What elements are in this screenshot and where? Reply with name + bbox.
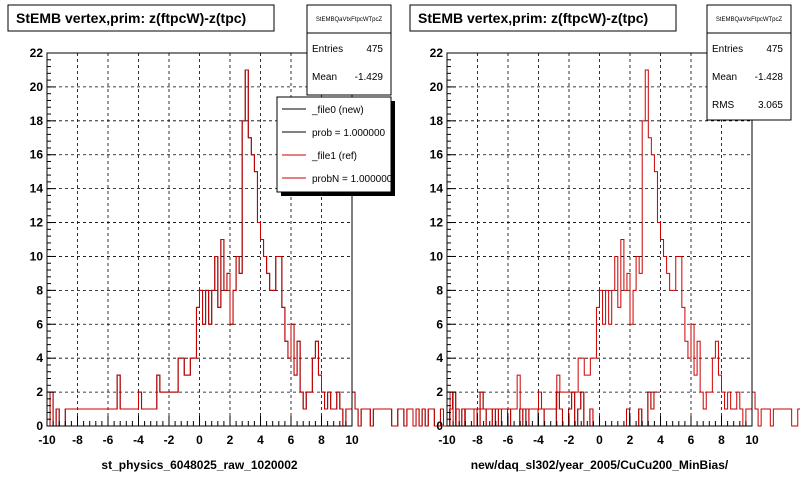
- right-y-tick-label: 12: [430, 216, 444, 230]
- right-stats-mean-label: Mean: [712, 72, 737, 83]
- right-stats-entries-label: Entries: [712, 44, 743, 55]
- right-y-tick-label: 16: [430, 148, 444, 162]
- left-y-tick-label: 14: [30, 182, 44, 196]
- left-x-tick-label: -2: [164, 433, 175, 447]
- right-x-tick-label: -10: [438, 433, 456, 447]
- left-x-tick-label: -6: [103, 433, 114, 447]
- right-stats-rms-label: RMS: [712, 100, 735, 111]
- right-title-box: StEMB vertex,prim: z(ftpcW)-z(tpc): [409, 4, 677, 32]
- left-y-tick-label: 22: [30, 46, 44, 60]
- left-y-tick-label: 12: [30, 216, 44, 230]
- left-y-tick-label: 0: [36, 419, 43, 433]
- left-x-tick-label: -10: [38, 433, 56, 447]
- left-x-axis-label: st_physics_6048025_raw_1020002: [101, 458, 297, 472]
- left-stats-entries-value: 475: [366, 44, 383, 55]
- right-y-tick-label: 4: [436, 351, 443, 365]
- right-x-tick-label: 4: [657, 433, 664, 447]
- left-x-tick-label: 0: [196, 433, 203, 447]
- left-y-tick-label: 20: [30, 80, 44, 94]
- right-x-tick-label: -6: [503, 433, 514, 447]
- right-x-tick-label: 2: [627, 433, 634, 447]
- legend-label-prob: prob = 1.000000: [312, 128, 386, 139]
- left-x-tick-label: 10: [345, 433, 359, 447]
- right-stats-rms-value: 3.065: [758, 100, 783, 111]
- left-stats-mean-label: Mean: [312, 72, 337, 83]
- left-x-tick-label: -8: [72, 433, 83, 447]
- right-x-tick-label: 10: [745, 433, 759, 447]
- left-stats-box: StEMBQaVtxFtpcWTpcZ Entries 475 Mean -1.…: [306, 4, 392, 96]
- right-x-tick-label: 0: [596, 433, 603, 447]
- right-y-tick-label: 10: [430, 249, 444, 263]
- right-x-axis-label: new/daq_sl302/year_2005/CuCu200_MinBias/: [471, 458, 729, 472]
- left-y-tick-label: 8: [36, 283, 43, 297]
- left-y-tick-label: 18: [30, 114, 44, 128]
- left-title-box: StEMB vertex,prim: z(ftpcW)-z(tpc): [7, 4, 275, 32]
- right-x-tick-label: 6: [688, 433, 695, 447]
- left-y-tick-label: 2: [36, 385, 43, 399]
- left-y-tick-label: 16: [30, 148, 44, 162]
- left-y-tick-label: 6: [36, 317, 43, 331]
- left-y-tick-label: 10: [30, 249, 44, 263]
- right-y-tick-label: 18: [430, 114, 444, 128]
- left-stats-entries-label: Entries: [312, 44, 343, 55]
- left-x-tick-label: 6: [288, 433, 295, 447]
- right-x-tick-label: -2: [564, 433, 575, 447]
- left-x-tick-label: 2: [227, 433, 234, 447]
- legend-label-ref: _file1 (ref): [311, 151, 357, 162]
- right-stats-box: StEMBQaVtxFtpcWTpcZ Entries 475 Mean -1.…: [706, 4, 792, 121]
- left-chart-title: StEMB vertex,prim: z(ftpcW)-z(tpc): [16, 10, 246, 26]
- left-legend: _file0 (new) prob = 1.000000 _file1 (ref…: [276, 96, 395, 196]
- right-stats-mean-value: -1.428: [755, 72, 784, 83]
- left-x-tick-label: -4: [133, 433, 144, 447]
- right-y-tick-label: 2: [436, 385, 443, 399]
- right-x-tick-label: -4: [533, 433, 544, 447]
- right-y-tick-label: 8: [436, 283, 443, 297]
- right-x-tick-label: 8: [718, 433, 725, 447]
- right-chart-title: StEMB vertex,prim: z(ftpcW)-z(tpc): [418, 10, 648, 26]
- right-histogram-panel: -10 -8 -6 -4 -2 0 2 4 6 8 10 0 2 4 6 8 10 12 14 16 18 20 22 ne…: [409, 4, 800, 472]
- left-x-tick-label: 4: [257, 433, 264, 447]
- right-histogram-series-0: [447, 69, 800, 427]
- right-x-tick-label: -8: [472, 433, 483, 447]
- right-stats-title: StEMBQaVtxFtpcWTpcZ: [716, 17, 783, 23]
- right-y-tick-label: 0: [436, 419, 443, 433]
- right-y-tick-label: 14: [430, 182, 444, 196]
- legend-label-new: _file0 (new): [311, 105, 364, 116]
- legend-label-probn: probN = 1.000000: [312, 174, 393, 185]
- left-stats-title: StEMBQaVtxFtpcWTpcZ: [316, 17, 383, 23]
- left-x-tick-label: 8: [318, 433, 325, 447]
- left-stats-mean-value: -1.429: [355, 72, 384, 83]
- right-y-tick-label: 20: [430, 80, 444, 94]
- right-y-tick-label: 22: [430, 46, 444, 60]
- left-y-tick-label: 4: [36, 351, 43, 365]
- right-stats-entries-value: 475: [766, 44, 783, 55]
- right-y-tick-label: 6: [436, 317, 443, 331]
